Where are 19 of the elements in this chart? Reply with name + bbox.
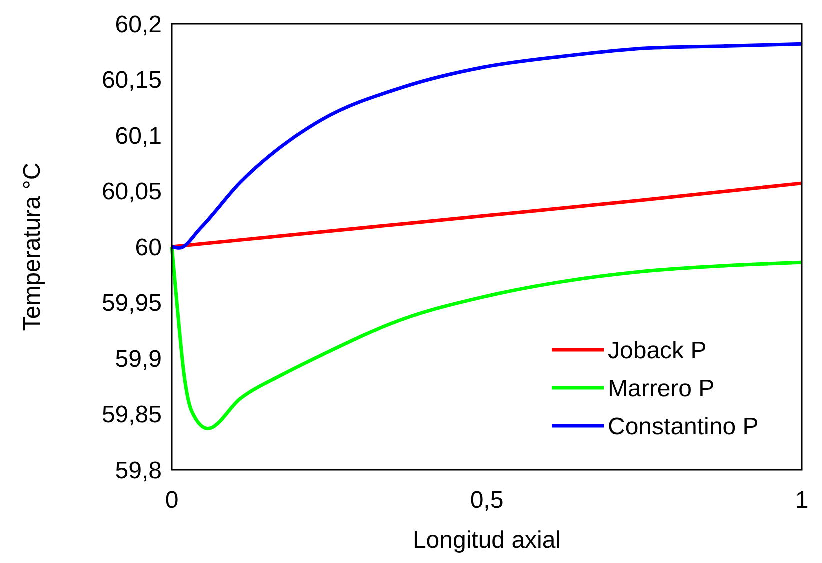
legend-label: Joback P [608, 337, 707, 364]
y-tick-label: 60 [135, 234, 162, 262]
y-tick-label: 60,15 [102, 67, 162, 94]
y-tick-label: 59,85 [102, 402, 162, 429]
line-series [170, 182, 804, 249]
legend-label: Marrero P [608, 375, 715, 402]
y-tick-label: 60,05 [102, 178, 162, 206]
y-tick-label: 59,8 [115, 457, 162, 484]
y-axis-title: Temperatura °C [19, 162, 46, 332]
x-tick-label: 1 [795, 487, 809, 514]
legend-label: Constantino P [608, 413, 759, 440]
x-tick-label: 0 [165, 487, 179, 514]
y-tick-label: 59,9 [115, 346, 162, 373]
x-axis-title: Longitud axial [412, 527, 562, 554]
line-series [170, 42, 804, 250]
y-tick-label: 59,95 [102, 290, 162, 318]
x-tick-label: 0,5 [470, 487, 504, 514]
y-tick-label: 60,1 [115, 122, 162, 150]
y-tick-label: 60,2 [115, 11, 162, 38]
